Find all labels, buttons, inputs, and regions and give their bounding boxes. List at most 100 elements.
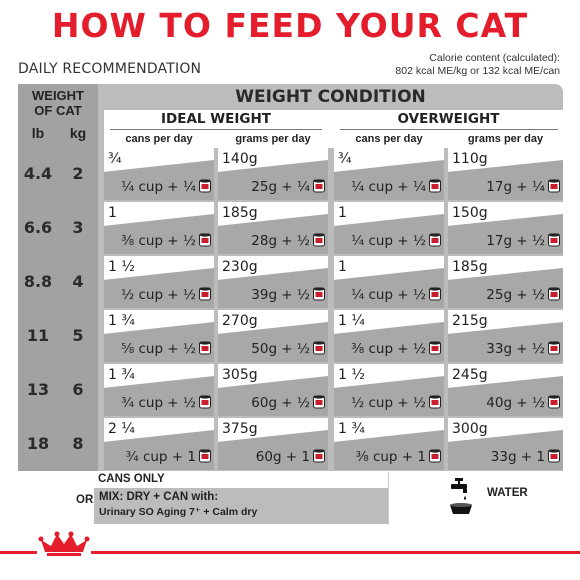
ideal-weight-header: IDEAL WEIGHT xyxy=(161,111,271,127)
cans-only-amount: 2 ¼ xyxy=(108,421,135,437)
mix-amount: ¾ cup + ½ xyxy=(121,395,196,411)
water-label: WATER xyxy=(487,487,528,499)
cans-only-amount: 270g xyxy=(222,313,258,329)
mix-amount: ⅜ cup + ½ xyxy=(351,341,426,357)
cell-over-grams: 110g 17g + ¼ xyxy=(448,148,563,200)
cans-only-amount: 1 xyxy=(338,205,347,221)
cell-over-grams: 185g 25g + ½ xyxy=(448,256,563,308)
weight-lb: 8.8 xyxy=(23,272,53,291)
weight-kg: 8 xyxy=(72,434,84,453)
mix-amount: 28g + ½ xyxy=(251,233,310,249)
overweight-underline xyxy=(340,129,558,130)
unit-lb: lb xyxy=(31,125,45,141)
mix-amount: 25g + ½ xyxy=(486,287,545,303)
mix-band xyxy=(94,488,429,524)
can-icon xyxy=(429,233,441,247)
cans-only-amount: 1 ½ xyxy=(108,259,135,275)
can-icon xyxy=(429,449,441,463)
mix-amount: ½ cup + ½ xyxy=(351,395,426,411)
can-icon xyxy=(313,179,325,193)
can-icon xyxy=(548,449,560,463)
can-icon xyxy=(199,287,211,301)
cans-only-amount: 375g xyxy=(222,421,258,437)
can-icon xyxy=(199,179,211,193)
can-icon xyxy=(199,233,211,247)
cans-only-amount: 185g xyxy=(452,259,488,275)
cans-only-amount: 1 ¼ xyxy=(338,313,365,329)
cell-over-cans: 1 ¾ ⅜ cup + 1 xyxy=(334,418,444,470)
mix-amount: 33g + 1 xyxy=(490,449,545,465)
mix-amount: ⅜ cup + 1 xyxy=(355,449,426,465)
table-row: 11 5 1 ¾ ⅝ cup + ½ 270g 50g + ½ 1 ¼ ⅜ cup + ½ 21… xyxy=(18,310,563,362)
mix-amount: ¼ cup + ¼ xyxy=(121,179,196,195)
cans-only-amount: 1 ½ xyxy=(338,367,365,383)
cans-only-amount: 1 ¾ xyxy=(338,421,365,437)
cans-only-amount: 140g xyxy=(222,151,258,167)
cans-only-amount: 1 ¾ xyxy=(108,313,135,329)
cans-only-amount: ¾ xyxy=(108,151,122,167)
ideal-underline xyxy=(110,129,322,130)
cans-only-amount: 110g xyxy=(452,151,488,167)
cans-only-amount: 305g xyxy=(222,367,258,383)
overweight-header: OVERWEIGHT xyxy=(397,111,500,127)
can-icon xyxy=(429,287,441,301)
cans-only-amount: 1 ¾ xyxy=(108,367,135,383)
cans-only-amount: 185g xyxy=(222,205,258,221)
mix-amount: ¼ cup + ½ xyxy=(351,233,426,249)
over-grams-header: grams per day xyxy=(467,133,544,145)
can-icon xyxy=(199,449,211,463)
mix-amount: ¼ cup + ¼ xyxy=(351,179,426,195)
cell-ideal-cans: 1 ¾ ⅝ cup + ½ xyxy=(104,310,214,362)
mix-amount: 17g + ¼ xyxy=(486,179,545,195)
can-icon xyxy=(313,341,325,355)
cell-ideal-cans: ¾ ¼ cup + ¼ xyxy=(104,148,214,200)
water-box xyxy=(388,472,563,525)
cell-ideal-grams: 270g 50g + ½ xyxy=(218,310,328,362)
weight-column xyxy=(18,84,98,471)
mix-label: MIX: DRY + CAN with: xyxy=(99,491,219,503)
cans-only-amount: ¾ xyxy=(338,151,352,167)
mix-products: Urinary SO Aging 7⁺ + Calm dry xyxy=(99,506,258,518)
mix-amount: 39g + ½ xyxy=(251,287,310,303)
cell-over-cans: 1 ¼ ⅜ cup + ½ xyxy=(334,310,444,362)
weight-header-line1: WEIGHT xyxy=(32,88,84,103)
cell-ideal-grams: 140g 25g + ¼ xyxy=(218,148,328,200)
calorie-content: Calorie content (calculated): 802 kcal M… xyxy=(395,52,560,77)
can-icon xyxy=(313,395,325,409)
weight-lb: 13 xyxy=(26,380,50,399)
calorie-line-2: 802 kcal ME/kg or 132 kcal ME/can xyxy=(395,64,560,77)
cell-ideal-cans: 1 ½ ½ cup + ½ xyxy=(104,256,214,308)
calorie-line-1: Calorie content (calculated): xyxy=(429,52,560,64)
can-icon xyxy=(313,233,325,247)
daily-recommendation-label: DAILY RECOMMENDATION xyxy=(18,61,202,77)
weight-kg: 2 xyxy=(72,164,84,183)
can-icon xyxy=(313,287,325,301)
feeding-table: WEIGHT OF CAT lb kg WEIGHT CONDITION IDE… xyxy=(18,84,563,471)
weight-condition-header: WEIGHT CONDITION xyxy=(98,84,563,110)
cell-over-grams: 300g 33g + 1 xyxy=(448,418,563,470)
can-icon xyxy=(548,287,560,301)
cell-ideal-grams: 230g 39g + ½ xyxy=(218,256,328,308)
unit-kg: kg xyxy=(69,125,87,141)
cell-over-grams: 150g 17g + ½ xyxy=(448,202,563,254)
can-icon xyxy=(429,395,441,409)
cans-only-amount: 215g xyxy=(452,313,488,329)
can-icon xyxy=(548,395,560,409)
can-icon xyxy=(199,341,211,355)
cans-only-label: CANS ONLY xyxy=(98,473,165,485)
mix-amount: 17g + ½ xyxy=(486,233,545,249)
mix-amount: 40g + ½ xyxy=(486,395,545,411)
cell-over-grams: 215g 33g + ½ xyxy=(448,310,563,362)
weight-lb: 6.6 xyxy=(23,218,53,237)
weight-of-cat-header: WEIGHT OF CAT xyxy=(18,84,98,118)
cell-ideal-grams: 305g 60g + ½ xyxy=(218,364,328,416)
weight-kg: 3 xyxy=(72,218,84,237)
weight-kg: 5 xyxy=(72,326,84,345)
mix-amount: 33g + ½ xyxy=(486,341,545,357)
cans-only-amount: 1 xyxy=(338,259,347,275)
